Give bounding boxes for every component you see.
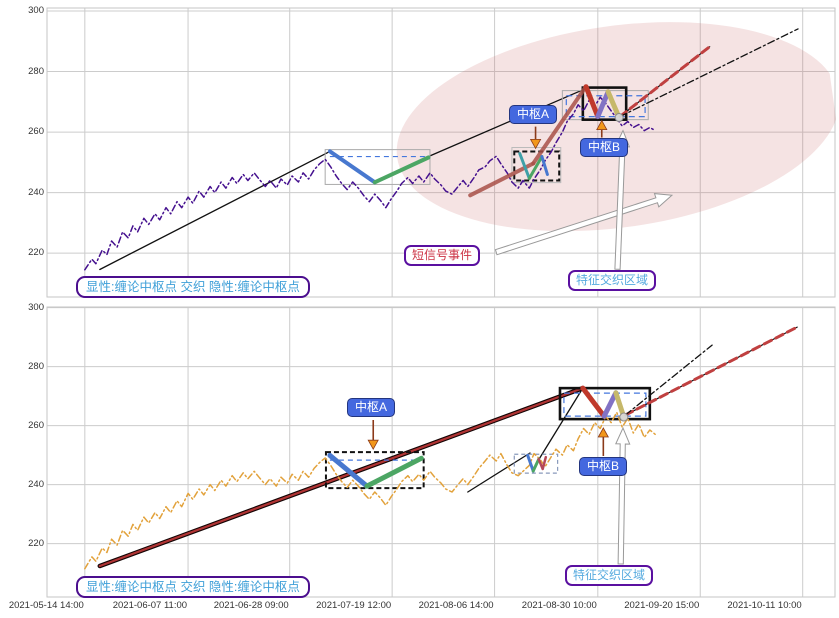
trend-red-over-line: [98, 387, 584, 568]
feature-zone-label-top: 特征交织区域: [568, 270, 657, 291]
pivot-a-arrow-head: [367, 439, 379, 451]
y-tick-label: 300: [28, 5, 44, 17]
y-tick-label: 220: [28, 537, 44, 549]
x-tick-label: 2021-06-07 11:00: [112, 600, 188, 611]
w-purple-line: [595, 89, 611, 120]
x-tick-label: 2021-08-06 14:00: [418, 600, 494, 611]
trend-black-1-line: [467, 452, 531, 493]
proj-black-dashdot-line: [619, 28, 799, 118]
y-tick-label: 240: [28, 478, 44, 490]
pivot-a-box: [513, 150, 561, 182]
legend-note-top: 显性:缠论中枢点 交织 隐性:缠论中枢点: [76, 276, 310, 298]
mini-blue-line: [540, 155, 549, 176]
y-tick-label: 260: [28, 419, 44, 431]
mini-range-box: [513, 453, 559, 474]
pivot-b-arrow-head: [596, 119, 608, 131]
stroke-up-green-line: [372, 155, 431, 185]
proj-red-dash-line: [623, 325, 799, 417]
pivot-b-box: [581, 86, 628, 121]
short-signal-arrow: [494, 193, 674, 256]
pivot-b-label-top: 中枢B: [580, 138, 629, 157]
price-line: [84, 411, 657, 570]
trend-black-2-line: [537, 387, 584, 462]
w-red-line: [580, 385, 607, 419]
pivot-a-label-bottom: 中枢A: [347, 398, 396, 417]
feature-zone-label-bottom: 特征交织区域: [565, 565, 654, 586]
proj-red-dash-line: [618, 45, 712, 119]
mini-teal-line: [518, 152, 531, 180]
stroke-down-blue-line: [327, 149, 377, 185]
short-signal-label: 短信号事件: [404, 245, 481, 266]
x-tick-label: 2021-09-20 15:00: [624, 600, 700, 611]
proj-black-dashdot-line: [624, 344, 713, 416]
y-tick-label: 280: [28, 65, 44, 77]
mini-green-line: [531, 457, 541, 473]
pivot-a-box: [324, 451, 425, 490]
pivot-b-arrow-head: [597, 427, 609, 438]
trend-line-1-line: [99, 150, 331, 271]
mini-green-line: [527, 155, 544, 180]
y-tick-label: 240: [28, 186, 44, 198]
pivot-a-label-top: 中枢A: [509, 105, 558, 124]
y-tick-label: 220: [28, 247, 44, 259]
end-marker: [619, 412, 629, 422]
mini-crimson-line: [537, 455, 548, 471]
mini-blue-line: [526, 453, 535, 473]
pivot-a-arrow-head: [529, 138, 542, 150]
trend-line-2-line: [420, 88, 586, 161]
w-yellow-line: [605, 89, 622, 120]
x-tick-label: 2021-07-19 12:00: [316, 600, 392, 611]
highlight-ellipse: [396, 22, 839, 232]
stroke-up-brown-1-line: [468, 161, 536, 198]
x-tick-label: 2021-06-28 09:00: [213, 600, 289, 611]
end-marker: [614, 113, 624, 123]
range-box-1: [324, 149, 431, 185]
legend-note-bottom: 显性:缠论中枢点 交织 隐性:缠论中枢点: [76, 576, 310, 598]
x-tick-label: 2021-05-14 14:00: [8, 600, 84, 611]
y-tick-label: 300: [28, 301, 44, 313]
stroke-down-blue-line: [327, 452, 370, 489]
stroke-up-brown-2-line: [531, 85, 588, 166]
price-line: [84, 96, 657, 271]
feature-zone-arrow: [615, 426, 631, 565]
y-tick-label: 280: [28, 360, 44, 372]
stroke-up-green-line: [364, 455, 424, 489]
y-tick-label: 260: [28, 126, 44, 138]
w-purple-line: [601, 390, 619, 419]
x-tick-label: 2021-08-30 10:00: [521, 600, 597, 611]
bottom-panel-border: [46, 306, 836, 598]
top-panel-border: [46, 7, 836, 298]
w-red-line: [583, 84, 601, 120]
x-tick-label: 2021-10-11 10:00: [727, 600, 802, 611]
pivot-b-label-bottom: 中枢B: [579, 457, 628, 476]
